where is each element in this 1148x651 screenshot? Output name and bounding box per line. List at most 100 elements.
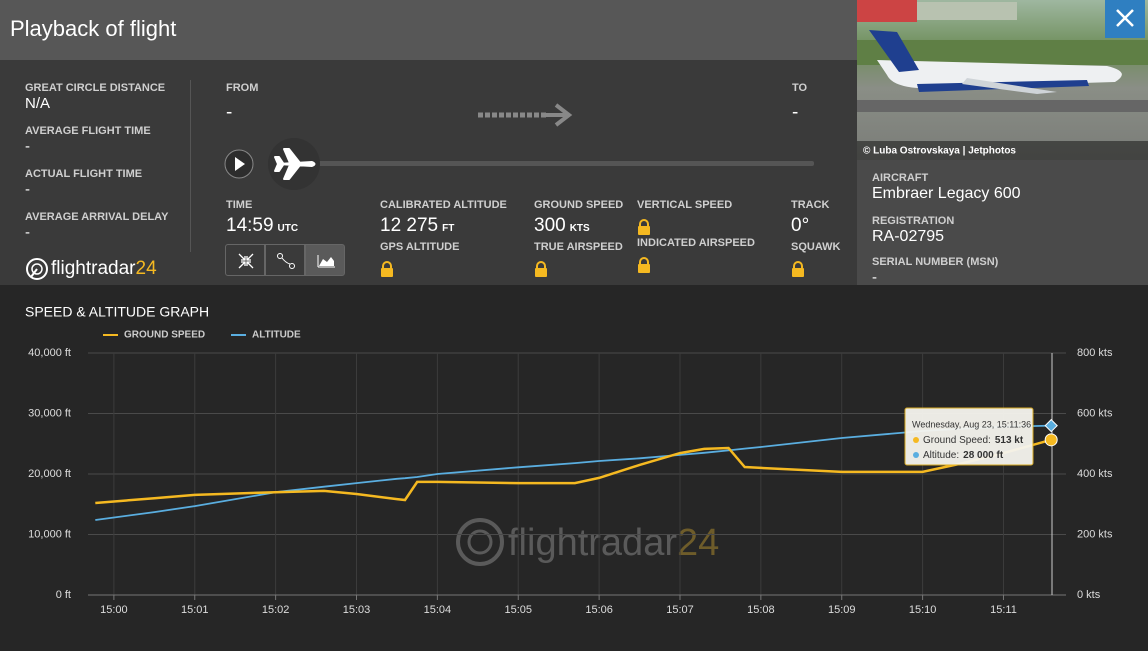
squawk-label: SQUAWK: [791, 241, 841, 253]
graph-icon[interactable]: [306, 245, 346, 277]
stat-value: -: [25, 138, 30, 155]
hover-marker: [1044, 433, 1058, 447]
x-tick-label: 15:11: [990, 604, 1017, 616]
lock-icon: [381, 261, 393, 277]
logo: flightradar 24: [25, 257, 157, 281]
tooltip-label: Ground Speed:: [923, 435, 991, 446]
y2-tick-label: 800 kts: [1077, 347, 1113, 359]
header-title: Playback of flight: [10, 16, 177, 41]
time-label: TIME: [226, 199, 253, 211]
aircraft-icon[interactable]: [274, 148, 316, 180]
from-label: FROM: [226, 82, 259, 94]
info-panel: GREAT CIRCLE DISTANCE N/A AVERAGE FLIGHT…: [0, 60, 857, 285]
ground-speed-unit: KTS: [569, 223, 590, 234]
calibrated-altitude-value: 12 275: [380, 215, 439, 236]
tooltip-box: [904, 407, 1034, 466]
chart-title: SPEED & ALTITUDE GRAPH: [25, 304, 209, 320]
collapse-button[interactable]: [225, 244, 265, 276]
calibrated-altitude: 12 275 FT: [380, 215, 454, 237]
time-value: 14:59 UTC: [226, 215, 298, 237]
close-icon[interactable]: [1105, 0, 1145, 38]
stat-value: N/A: [25, 95, 51, 112]
x-tick-label: 15:04: [424, 604, 452, 616]
close-button[interactable]: [1105, 0, 1145, 38]
from-value: -: [226, 102, 233, 123]
x-tick-label: 15:02: [262, 604, 290, 616]
tooltip-value: 513 kt: [995, 435, 1024, 446]
divider: [190, 80, 191, 252]
calibrated-altitude-unit: FT: [442, 223, 455, 234]
ground-speed-label: GROUND SPEED: [534, 199, 624, 211]
serial-label: SERIAL NUMBER (MSN): [872, 256, 999, 268]
x-tick-label: 15:08: [747, 604, 775, 616]
tooltip-value: 28 000 ft: [963, 450, 1004, 461]
track-value: 0°: [791, 215, 810, 236]
series-line: [95, 438, 1052, 505]
x-tick-label: 15:09: [828, 604, 856, 616]
photo-credit: © Luba Ostrovskaya | Jetphotos: [863, 146, 1016, 157]
lock-icon: [792, 261, 804, 277]
stat-label: GREAT CIRCLE DISTANCE: [25, 82, 166, 94]
legend-label: GROUND SPEED: [124, 330, 205, 341]
watermark: flightradar24: [508, 522, 719, 564]
aircraft-label: AIRCRAFT: [872, 172, 929, 184]
y-tick-label: 30,000 ft: [28, 407, 71, 419]
y-tick-label: 10,000 ft: [28, 528, 71, 540]
lock-icon: [638, 257, 650, 273]
legend-label: ALTITUDE: [252, 330, 301, 341]
time-value: 14:59: [226, 215, 274, 236]
stat-label: AVERAGE ARRIVAL DELAY: [25, 211, 169, 223]
stat-label: ACTUAL FLIGHT TIME: [25, 168, 143, 180]
series-line: [95, 424, 1052, 521]
watermark-icon: [467, 529, 493, 555]
x-tick-label: 15:10: [909, 604, 937, 616]
aircraft-photo: © Luba Ostrovskaya | Jetphotos: [857, 0, 1148, 160]
stat-label: AVERAGE FLIGHT TIME: [25, 125, 151, 137]
route-arrow: [478, 103, 573, 127]
y2-tick-label: 200 kts: [1077, 528, 1113, 540]
watermark-text: flightradar: [508, 522, 677, 564]
x-tick-label: 15:07: [666, 604, 694, 616]
watermark-suffix: 24: [677, 522, 719, 564]
tooltip-dot: [913, 452, 919, 458]
header-bar: Playback of flight: [0, 0, 857, 60]
ground-speed-value: 300: [534, 215, 566, 236]
ground-speed: 300 KTS: [534, 215, 590, 237]
track-label: TRACK: [791, 199, 830, 211]
logo-icon: [26, 258, 48, 280]
to-label: TO: [792, 82, 808, 94]
logo-text: flightradar: [51, 258, 136, 279]
time-unit: UTC: [277, 223, 299, 234]
hover-marker: [1044, 418, 1058, 433]
watermark-icon: [456, 518, 504, 566]
route-button[interactable]: [265, 244, 305, 276]
speed-altitude-chart: SPEED & ALTITUDE GRAPH flightradar24 0 ft 1…: [25, 304, 1113, 616]
graph-button[interactable]: [305, 244, 345, 276]
aircraft-panel: AIRCRAFT Embraer Legacy 600 REGISTRATION…: [857, 160, 1148, 286]
vertical-speed-label: VERTICAL SPEED: [637, 199, 733, 211]
route-icon[interactable]: [266, 245, 306, 277]
to-value: -: [792, 102, 799, 123]
tooltip-line: Altitude: 28 000 ft: [923, 450, 1004, 461]
calibrated-altitude-label: CALIBRATED ALTITUDE: [380, 199, 507, 211]
y2-tick-label: 400 kts: [1077, 468, 1113, 480]
registration-value: RA-02795: [872, 228, 945, 245]
collapse-icon[interactable]: [226, 245, 266, 277]
logo-suffix: 24: [135, 258, 157, 279]
true-airspeed-label: TRUE AIRSPEED: [534, 241, 623, 253]
stat-value: -: [25, 181, 30, 198]
slider-track[interactable]: [312, 161, 814, 166]
y-tick-label: 20,000 ft: [28, 468, 71, 480]
y-tick-label: 0 ft: [56, 589, 71, 601]
x-tick-label: 15:01: [181, 604, 209, 616]
y2-tick-label: 0 kts: [1077, 589, 1101, 601]
registration-label: REGISTRATION: [872, 215, 955, 227]
lock-icon: [535, 261, 547, 277]
play-icon[interactable]: [235, 157, 245, 171]
aircraft-value: Embraer Legacy 600: [872, 185, 1021, 202]
x-tick-label: 15:00: [100, 604, 128, 616]
view-buttons: [225, 244, 345, 276]
serial-value: -: [872, 269, 877, 286]
tooltip-title: Wednesday, Aug 23, 15:11:36: [912, 419, 1031, 429]
